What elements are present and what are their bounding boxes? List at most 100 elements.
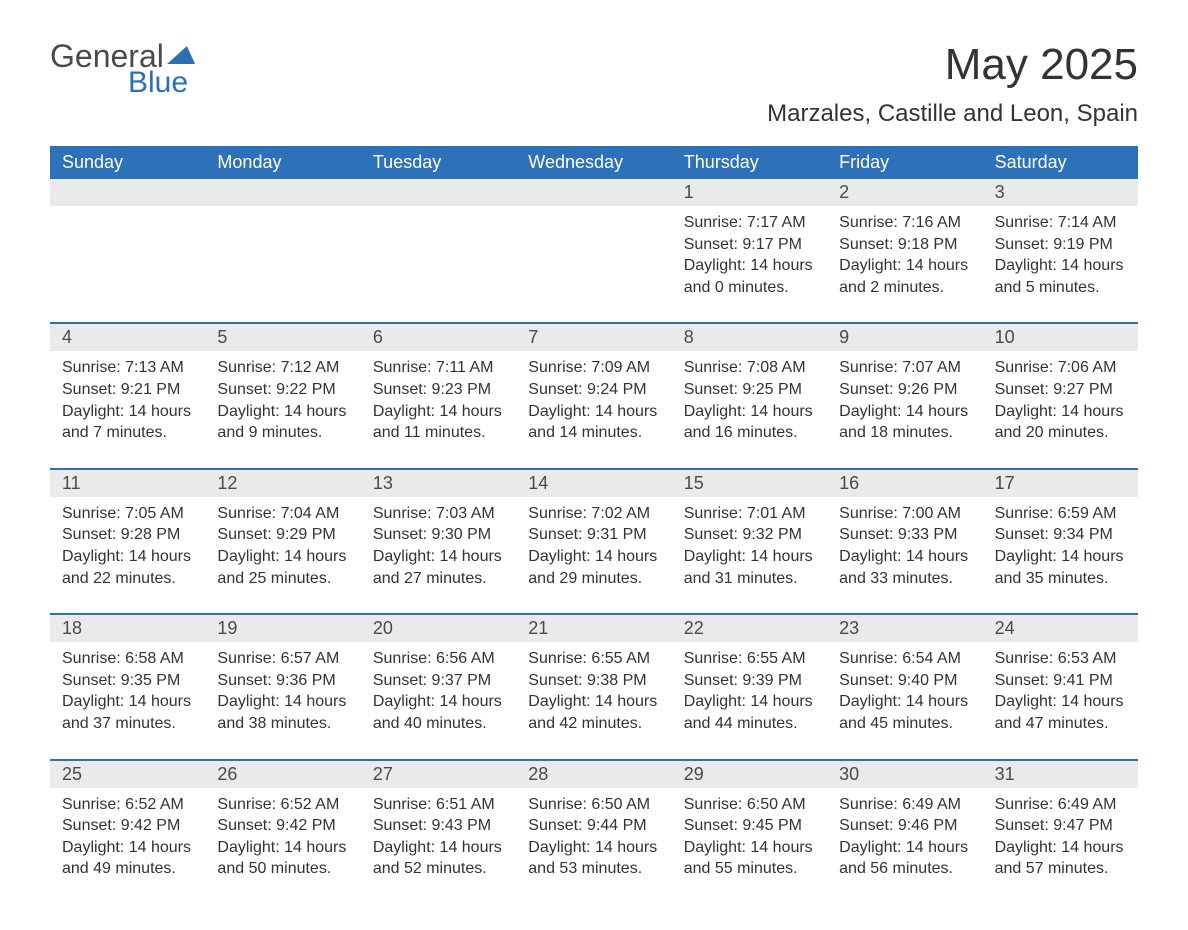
day-cell: 16Sunrise: 7:00 AMSunset: 9:33 PMDayligh… [827, 470, 982, 599]
day-number: 30 [827, 761, 982, 788]
day-cell: 9Sunrise: 7:07 AMSunset: 9:26 PMDaylight… [827, 324, 982, 453]
sunrise: Sunrise: 6:50 AM [528, 794, 659, 816]
day-data: Sunrise: 6:56 AMSunset: 9:37 PMDaylight:… [361, 642, 516, 744]
day-cell: 10Sunrise: 7:06 AMSunset: 9:27 PMDayligh… [983, 324, 1138, 453]
daylight: Daylight: 14 hours and 20 minutes. [995, 401, 1126, 444]
day-number: 28 [516, 761, 671, 788]
sunrise: Sunrise: 6:51 AM [373, 794, 504, 816]
day-number: 15 [672, 470, 827, 497]
day-cell: 1Sunrise: 7:17 AMSunset: 9:17 PMDaylight… [672, 179, 827, 308]
daylight: Daylight: 14 hours and 31 minutes. [684, 546, 815, 589]
sunrise: Sunrise: 6:49 AM [839, 794, 970, 816]
day-cell: 24Sunrise: 6:53 AMSunset: 9:41 PMDayligh… [983, 615, 1138, 744]
day-number [205, 179, 360, 206]
day-number [50, 179, 205, 206]
sunset: Sunset: 9:34 PM [995, 524, 1126, 546]
week-row: 18Sunrise: 6:58 AMSunset: 9:35 PMDayligh… [50, 613, 1138, 744]
sunrise: Sunrise: 7:16 AM [839, 212, 970, 234]
day-cell: 28Sunrise: 6:50 AMSunset: 9:44 PMDayligh… [516, 761, 671, 890]
sunset: Sunset: 9:43 PM [373, 815, 504, 837]
day-number: 1 [672, 179, 827, 206]
day-number: 6 [361, 324, 516, 351]
daylight: Daylight: 14 hours and 0 minutes. [684, 255, 815, 298]
sunrise: Sunrise: 6:55 AM [528, 648, 659, 670]
daylight: Daylight: 14 hours and 11 minutes. [373, 401, 504, 444]
sunset: Sunset: 9:45 PM [684, 815, 815, 837]
daylight: Daylight: 14 hours and 52 minutes. [373, 837, 504, 880]
day-number: 22 [672, 615, 827, 642]
week-row: 1Sunrise: 7:17 AMSunset: 9:17 PMDaylight… [50, 179, 1138, 308]
sunset: Sunset: 9:23 PM [373, 379, 504, 401]
sunrise: Sunrise: 6:50 AM [684, 794, 815, 816]
day-cell: 22Sunrise: 6:55 AMSunset: 9:39 PMDayligh… [672, 615, 827, 744]
week-row: 4Sunrise: 7:13 AMSunset: 9:21 PMDaylight… [50, 322, 1138, 453]
day-data: Sunrise: 6:50 AMSunset: 9:45 PMDaylight:… [672, 788, 827, 890]
day-number: 13 [361, 470, 516, 497]
day-cell: 21Sunrise: 6:55 AMSunset: 9:38 PMDayligh… [516, 615, 671, 744]
daylight: Daylight: 14 hours and 40 minutes. [373, 691, 504, 734]
day-number: 17 [983, 470, 1138, 497]
daylight: Daylight: 14 hours and 37 minutes. [62, 691, 193, 734]
day-header-thursday: Thursday [672, 146, 827, 179]
sunset: Sunset: 9:36 PM [217, 670, 348, 692]
day-cell: 3Sunrise: 7:14 AMSunset: 9:19 PMDaylight… [983, 179, 1138, 308]
day-header-friday: Friday [827, 146, 982, 179]
sunrise: Sunrise: 6:58 AM [62, 648, 193, 670]
day-cell: 26Sunrise: 6:52 AMSunset: 9:42 PMDayligh… [205, 761, 360, 890]
sunset: Sunset: 9:40 PM [839, 670, 970, 692]
sunrise: Sunrise: 7:03 AM [373, 503, 504, 525]
day-number: 29 [672, 761, 827, 788]
sunset: Sunset: 9:42 PM [217, 815, 348, 837]
day-number: 5 [205, 324, 360, 351]
sunset: Sunset: 9:38 PM [528, 670, 659, 692]
day-number: 23 [827, 615, 982, 642]
sunrise: Sunrise: 7:04 AM [217, 503, 348, 525]
sunset: Sunset: 9:32 PM [684, 524, 815, 546]
sunrise: Sunrise: 6:56 AM [373, 648, 504, 670]
header: General Blue May 2025 Marzales, Castille… [50, 40, 1138, 128]
day-number: 27 [361, 761, 516, 788]
day-number: 2 [827, 179, 982, 206]
day-number: 24 [983, 615, 1138, 642]
day-cell [50, 179, 205, 308]
day-data: Sunrise: 7:04 AMSunset: 9:29 PMDaylight:… [205, 497, 360, 599]
sunrise: Sunrise: 6:59 AM [995, 503, 1126, 525]
day-data: Sunrise: 7:02 AMSunset: 9:31 PMDaylight:… [516, 497, 671, 599]
daylight: Daylight: 14 hours and 7 minutes. [62, 401, 193, 444]
day-data: Sunrise: 6:54 AMSunset: 9:40 PMDaylight:… [827, 642, 982, 744]
day-number: 20 [361, 615, 516, 642]
sunrise: Sunrise: 7:06 AM [995, 357, 1126, 379]
sunrise: Sunrise: 7:09 AM [528, 357, 659, 379]
day-number: 31 [983, 761, 1138, 788]
sunset: Sunset: 9:22 PM [217, 379, 348, 401]
day-number: 14 [516, 470, 671, 497]
sunrise: Sunrise: 6:52 AM [217, 794, 348, 816]
day-cell: 13Sunrise: 7:03 AMSunset: 9:30 PMDayligh… [361, 470, 516, 599]
title-block: May 2025 Marzales, Castille and Leon, Sp… [767, 40, 1138, 128]
day-header-sunday: Sunday [50, 146, 205, 179]
sunset: Sunset: 9:37 PM [373, 670, 504, 692]
day-cell: 25Sunrise: 6:52 AMSunset: 9:42 PMDayligh… [50, 761, 205, 890]
sunrise: Sunrise: 7:13 AM [62, 357, 193, 379]
day-cell: 15Sunrise: 7:01 AMSunset: 9:32 PMDayligh… [672, 470, 827, 599]
daylight: Daylight: 14 hours and 33 minutes. [839, 546, 970, 589]
day-data: Sunrise: 6:59 AMSunset: 9:34 PMDaylight:… [983, 497, 1138, 599]
day-number [516, 179, 671, 206]
day-cell: 17Sunrise: 6:59 AMSunset: 9:34 PMDayligh… [983, 470, 1138, 599]
day-data: Sunrise: 6:57 AMSunset: 9:36 PMDaylight:… [205, 642, 360, 744]
sunrise: Sunrise: 7:11 AM [373, 357, 504, 379]
day-data: Sunrise: 7:00 AMSunset: 9:33 PMDaylight:… [827, 497, 982, 599]
day-data: Sunrise: 7:08 AMSunset: 9:25 PMDaylight:… [672, 351, 827, 453]
day-cell [516, 179, 671, 308]
day-cell: 6Sunrise: 7:11 AMSunset: 9:23 PMDaylight… [361, 324, 516, 453]
sunset: Sunset: 9:26 PM [839, 379, 970, 401]
day-number: 16 [827, 470, 982, 497]
daylight: Daylight: 14 hours and 18 minutes. [839, 401, 970, 444]
sunset: Sunset: 9:24 PM [528, 379, 659, 401]
sunset: Sunset: 9:29 PM [217, 524, 348, 546]
daylight: Daylight: 14 hours and 44 minutes. [684, 691, 815, 734]
day-data: Sunrise: 7:11 AMSunset: 9:23 PMDaylight:… [361, 351, 516, 453]
day-data: Sunrise: 7:07 AMSunset: 9:26 PMDaylight:… [827, 351, 982, 453]
daylight: Daylight: 14 hours and 35 minutes. [995, 546, 1126, 589]
calendar: SundayMondayTuesdayWednesdayThursdayFrid… [50, 146, 1138, 890]
